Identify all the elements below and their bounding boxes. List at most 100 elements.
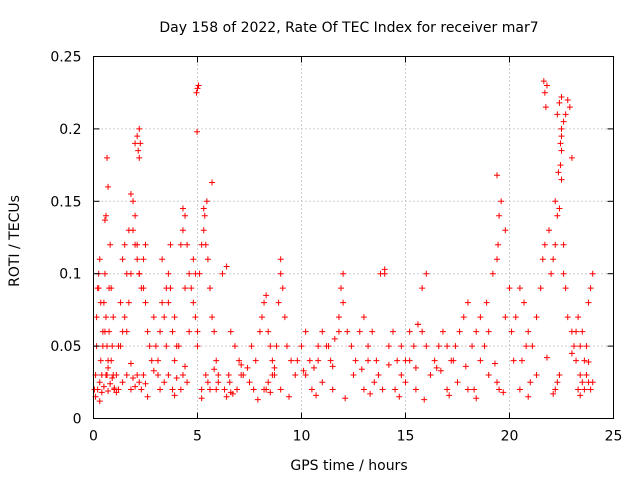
data-point <box>558 133 565 140</box>
data-point <box>171 314 178 321</box>
data-point <box>209 179 216 186</box>
data-point <box>294 357 301 364</box>
data-point <box>398 372 405 379</box>
data-point <box>250 386 257 393</box>
data-point <box>587 386 594 393</box>
data-point <box>142 299 149 306</box>
data-point <box>444 343 451 350</box>
data-point <box>464 386 471 393</box>
data-point <box>96 379 103 386</box>
data-point <box>277 256 284 263</box>
data-point <box>485 328 492 335</box>
data-point <box>165 372 172 379</box>
data-point <box>102 212 109 219</box>
data-point <box>315 343 322 350</box>
data-point <box>198 386 205 393</box>
data-point <box>106 285 113 292</box>
data-point <box>186 270 193 277</box>
data-point <box>102 314 109 321</box>
data-point <box>352 357 359 364</box>
data-point <box>146 343 153 350</box>
data-point <box>450 357 457 364</box>
data-point <box>127 270 134 277</box>
data-point <box>161 379 168 386</box>
data-point <box>234 386 241 393</box>
data-point <box>219 270 226 277</box>
data-point <box>369 328 376 335</box>
data-point <box>134 256 141 263</box>
data-point <box>169 386 176 393</box>
data-point <box>229 390 236 397</box>
data-point <box>109 343 116 350</box>
data-point <box>477 357 484 364</box>
data-point <box>144 328 151 335</box>
data-point <box>510 357 517 364</box>
data-point <box>200 205 207 212</box>
data-point <box>491 360 498 367</box>
data-point <box>263 386 270 393</box>
data-point <box>281 314 288 321</box>
x-tick-label: 15 <box>397 429 415 445</box>
data-point <box>226 379 233 386</box>
data-point <box>184 379 191 386</box>
data-point <box>577 392 584 399</box>
data-point <box>130 198 137 205</box>
data-point <box>585 299 592 306</box>
data-point <box>154 372 161 379</box>
data-point <box>558 125 565 132</box>
data-point <box>201 212 208 219</box>
data-point <box>169 328 176 335</box>
data-point <box>134 133 141 140</box>
data-point <box>423 343 430 350</box>
data-point <box>556 205 563 212</box>
gridlines <box>93 56 614 419</box>
data-point <box>140 256 147 263</box>
data-point <box>256 328 263 335</box>
data-point <box>302 372 309 379</box>
x-tick-label: 0 <box>89 429 98 445</box>
data-point <box>107 380 114 387</box>
data-point <box>127 360 134 367</box>
data-point <box>171 357 178 364</box>
data-point <box>98 389 105 396</box>
data-point <box>186 328 193 335</box>
data-point <box>202 241 209 248</box>
data-point <box>269 372 276 379</box>
data-point <box>557 140 564 147</box>
data-point <box>541 241 548 248</box>
data-point <box>541 89 548 96</box>
data-point <box>119 328 126 335</box>
data-point <box>310 364 317 371</box>
data-point <box>109 374 116 381</box>
data-point <box>209 314 216 321</box>
data-point <box>135 147 142 154</box>
data-point <box>555 169 562 176</box>
data-point <box>225 372 232 379</box>
data-point <box>265 379 272 386</box>
data-point <box>182 363 189 370</box>
data-point <box>579 379 586 386</box>
data-point <box>566 104 573 111</box>
data-point <box>338 285 345 292</box>
data-point <box>261 299 268 306</box>
data-point <box>163 285 170 292</box>
data-point <box>211 328 218 335</box>
data-point <box>206 386 213 393</box>
data-point <box>193 89 200 96</box>
data-point <box>558 147 565 154</box>
data-point <box>562 285 569 292</box>
data-point <box>100 383 107 390</box>
data-point <box>265 328 272 335</box>
data-point <box>267 343 274 350</box>
data-point <box>494 379 501 386</box>
data-point <box>190 299 197 306</box>
data-point <box>585 359 592 366</box>
data-point <box>152 343 159 350</box>
data-point <box>539 256 546 263</box>
data-point <box>119 256 126 263</box>
data-point <box>306 357 313 364</box>
data-point <box>140 372 147 379</box>
data-point <box>132 241 139 248</box>
data-point <box>142 241 149 248</box>
data-point <box>194 328 201 335</box>
